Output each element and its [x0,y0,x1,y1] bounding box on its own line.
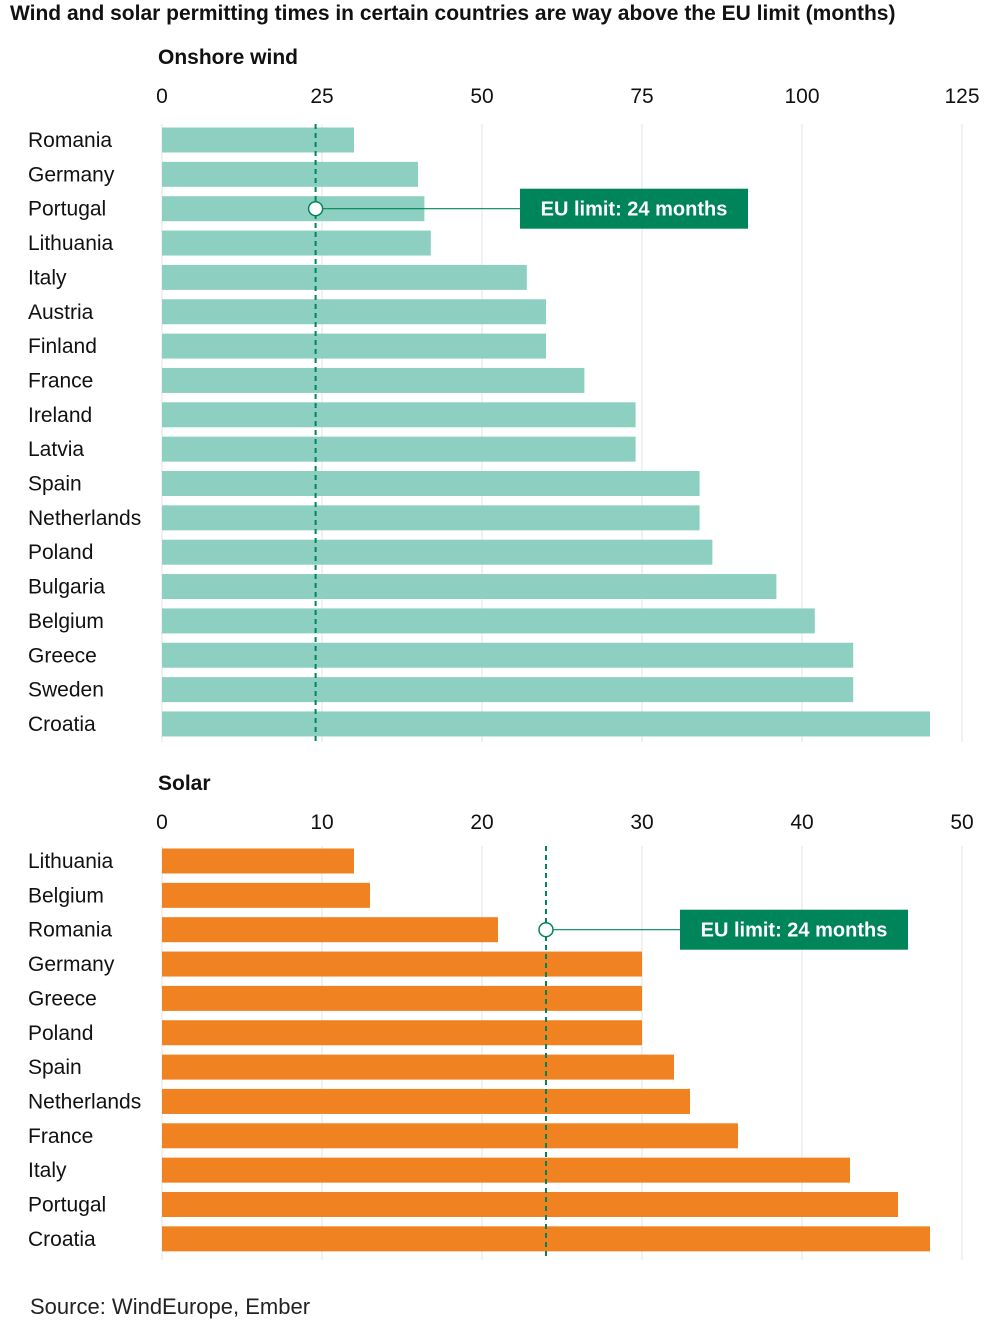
wind-category-label: Lithuania [28,232,114,255]
solar-bar [162,1054,674,1080]
solar-tick-label: 40 [790,811,813,834]
wind-category-label: Italy [28,266,67,289]
solar-tick-label: 50 [950,811,973,834]
wind-category-label: Sweden [28,679,104,702]
solar-tick-label: 0 [156,811,168,834]
wind-category-label: Portugal [28,198,106,221]
solar-tick-label: 10 [310,811,333,834]
solar-category-label: France [28,1125,93,1148]
wind-bar [162,367,585,393]
wind-bar [162,677,854,703]
wind-tick-label: 25 [310,85,333,108]
wind-bar [162,402,636,428]
wind-category-label: Netherlands [28,507,141,530]
wind-tick-label: 75 [630,85,653,108]
onshore-wind-chart: 0 25 50 75 100 125 Romania Germany Portugal Lithu… [28,85,980,742]
wind-bar [162,127,354,153]
solar-annotation-label: EU limit: 24 months [701,920,888,942]
wind-category-label: Croatia [28,713,96,736]
page-title: Wind and solar permitting times in certa… [10,2,896,25]
wind-category-label: Greece [28,644,97,667]
solar-chart: 0 10 20 30 40 50 Lithuania Belgium Romania German… [28,811,974,1260]
solar-bar [162,1157,850,1183]
wind-bar [162,230,431,256]
wind-annotation-label: EU limit: 24 months [541,199,728,221]
solar-bar [162,1192,898,1217]
wind-bar [162,608,815,634]
solar-category-label: Romania [28,919,112,942]
wind-tick-label: 0 [156,85,168,108]
wind-bar [162,574,777,600]
solar-bar [162,882,370,908]
solar-bar [162,917,498,943]
wind-bar [162,711,930,737]
solar-category-label: Germany [28,953,115,976]
wind-category-label: Latvia [28,438,84,461]
wind-category-label: Ireland [28,404,92,427]
solar-tick-label: 30 [630,811,653,834]
solar-category-label: Croatia [28,1228,96,1251]
wind-category-label: Romania [28,129,112,152]
solar-bar [162,1088,690,1114]
solar-category-label: Spain [28,1056,82,1079]
solar-bar [162,1123,738,1149]
wind-tick-label: 125 [944,85,979,108]
wind-bar [162,642,854,668]
solar-bar [162,1020,642,1046]
wind-category-label: Poland [28,541,93,564]
solar-bar [162,951,642,977]
solar-tick-label: 20 [470,811,493,834]
wind-bar [162,505,700,531]
wind-panel-title: Onshore wind [158,46,299,69]
solar-bar [162,848,354,874]
wind-bar [162,539,713,565]
solar-category-label: Netherlands [28,1090,141,1113]
wind-category-label: Finland [28,335,97,358]
solar-bar [162,1226,930,1252]
wind-category-label: Spain [28,473,82,496]
source-note: Source: WindEurope, Ember [30,1294,311,1319]
wind-tick-label: 50 [470,85,493,108]
wind-bar [162,471,700,496]
solar-category-label: Portugal [28,1194,106,1217]
wind-category-label: Germany [28,163,115,186]
wind-category-label: Belgium [28,610,104,633]
wind-bar [162,436,636,462]
solar-category-label: Italy [28,1159,67,1182]
solar-category-label: Lithuania [28,850,114,873]
wind-tick-label: 100 [784,85,819,108]
solar-category-label: Greece [28,987,97,1010]
wind-annotation-marker [307,200,324,217]
solar-annotation-box [680,909,908,950]
solar-category-label: Poland [28,1022,93,1045]
wind-bar [162,333,546,359]
wind-category-label: Austria [28,301,94,324]
wind-category-label: France [28,369,93,392]
wind-bar [162,299,546,325]
solar-category-label: Belgium [28,884,104,907]
wind-bar [162,161,418,187]
solar-bar [162,985,642,1011]
solar-annotation-marker [538,921,554,938]
wind-category-label: Bulgaria [28,576,105,599]
wind-bar [162,264,527,290]
solar-panel-title: Solar [158,772,211,795]
wind-annotation-box [520,188,748,229]
